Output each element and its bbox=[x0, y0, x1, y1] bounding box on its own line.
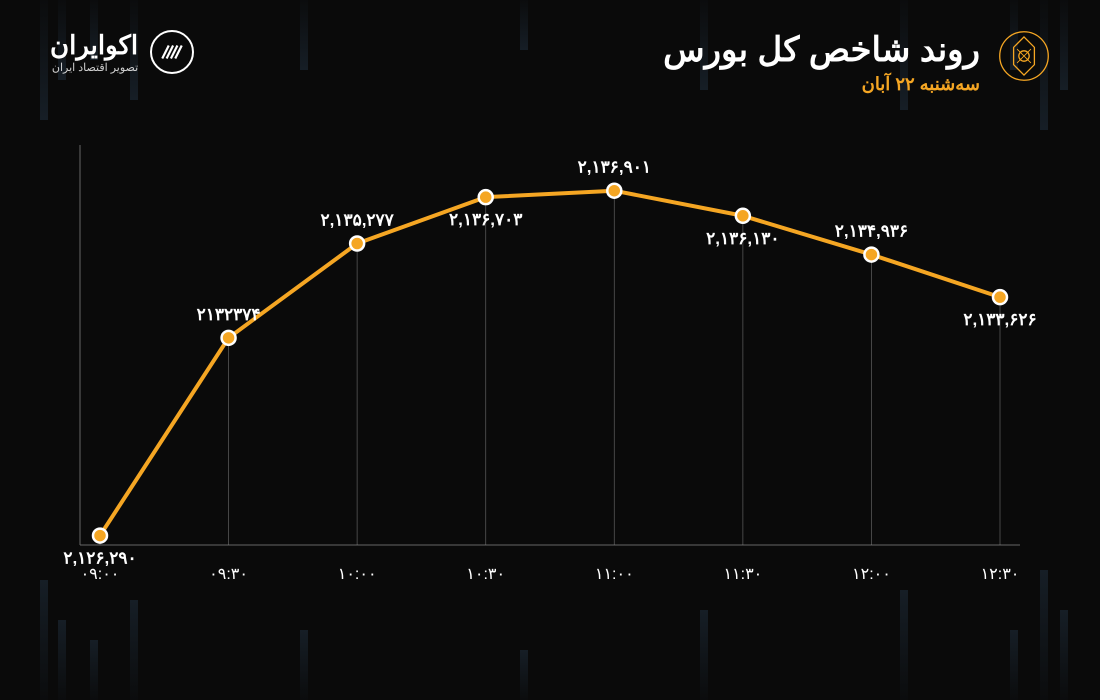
exchange-logo-icon bbox=[998, 30, 1050, 82]
brand-block: اکوایران تصویر اقتصاد ایران bbox=[50, 30, 194, 74]
x-axis-label: ۱۲:۰۰ bbox=[852, 566, 891, 583]
title-block: روند شاخص کل بورس سه‌شنبه ۲۲ آبان bbox=[663, 30, 1050, 95]
decor-bar bbox=[40, 580, 48, 700]
chart-subtitle: سه‌شنبه ۲۲ آبان bbox=[663, 74, 980, 95]
decor-bar bbox=[520, 650, 528, 700]
brand-name: اکوایران bbox=[50, 30, 138, 61]
decor-bar bbox=[58, 620, 66, 700]
x-axis-label: ۱۰:۰۰ bbox=[338, 566, 377, 583]
data-point bbox=[479, 190, 493, 204]
decor-bar bbox=[1060, 610, 1068, 700]
x-axis-label: ۱۲:۳۰ bbox=[981, 566, 1020, 583]
value-label: ۲,۱۳۴,۹۳۶ bbox=[835, 222, 908, 241]
value-label: ۲,۱۳۶,۱۳۰ bbox=[706, 229, 779, 248]
line-chart: ۰۹:۰۰ ۰۹:۳۰ ۱۰:۰۰ ۱۰:۳۰ ۱۱:۰۰ ۱۱:۳۰ ۱۲:۰۰ ۱۲:۳۰… bbox=[60, 145, 1040, 625]
x-axis-label: ۰۹:۰۰ bbox=[81, 566, 120, 583]
header: اکوایران تصویر اقتصاد ایران روند شاخص کل… bbox=[0, 0, 1100, 105]
chart-area: ۰۹:۰۰ ۰۹:۳۰ ۱۰:۰۰ ۱۰:۳۰ ۱۱:۰۰ ۱۱:۳۰ ۱۲:۰۰ ۱۲:۳۰… bbox=[60, 145, 1040, 625]
decor-bar bbox=[1010, 630, 1018, 700]
decor-bar bbox=[90, 640, 98, 700]
decor-bar bbox=[1040, 570, 1048, 700]
value-label: ۲,۱۳۶,۷۰۳ bbox=[449, 210, 522, 229]
data-point bbox=[350, 236, 364, 250]
data-point bbox=[993, 290, 1007, 304]
x-axis-label: ۰۹:۳۰ bbox=[209, 566, 248, 583]
value-label: ۲۱۳۲۳۷۴ bbox=[197, 305, 261, 324]
data-point bbox=[222, 331, 236, 345]
value-label: ۲,۱۳۵,۲۷۷ bbox=[320, 210, 394, 229]
data-point bbox=[607, 184, 621, 198]
data-point bbox=[864, 248, 878, 262]
index-series-line bbox=[100, 191, 1000, 536]
chart-title: روند شاخص کل بورس bbox=[663, 30, 980, 70]
value-label: ۲,۱۳۶,۹۰۱ bbox=[578, 158, 651, 177]
value-label: ۲,۱۳۳,۶۲۶ bbox=[963, 310, 1036, 329]
brand-tagline: تصویر اقتصاد ایران bbox=[50, 61, 138, 74]
x-axis-label: ۱۱:۳۰ bbox=[723, 566, 762, 583]
data-point bbox=[93, 529, 107, 543]
data-point bbox=[736, 209, 750, 223]
x-axis-label: ۱۰:۳۰ bbox=[466, 566, 505, 583]
brand-logo-icon bbox=[150, 30, 194, 74]
value-label: ۲,۱۲۶,۲۹۰ bbox=[63, 549, 136, 568]
x-axis-label: ۱۱:۰۰ bbox=[595, 566, 634, 583]
decor-bar bbox=[300, 630, 308, 700]
